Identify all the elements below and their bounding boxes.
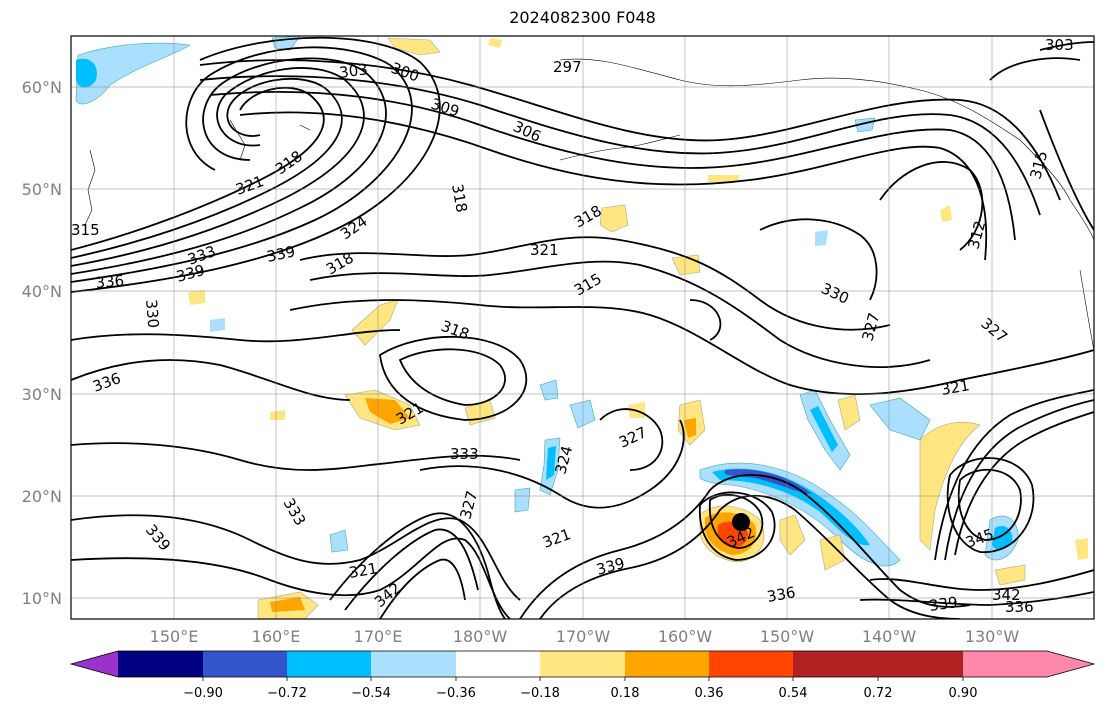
latitude-axis: 60°N 50°N 40°N 30°N 20°N 10°N (22, 78, 62, 608)
lat-tick-label: 30°N (22, 385, 62, 404)
lon-tick-label: 180°W (453, 627, 508, 646)
colorbar-label: 0.36 (695, 686, 724, 701)
lon-tick-label: 150°W (760, 627, 815, 646)
colorbar-segment (287, 651, 371, 677)
map-frame (70, 35, 1095, 620)
lon-tick-label: 170°E (354, 627, 403, 646)
contour-label: 339 (928, 593, 959, 615)
contour-label: 330 (142, 299, 162, 329)
colorbar-segment (709, 651, 793, 677)
colorbar: −0.90 −0.72 −0.54 −0.36 −0.18 0.18 0.36 … (69, 650, 1096, 701)
colorbar-segment (203, 651, 287, 677)
contour-label: 342 (992, 586, 1021, 604)
colorbar-segment (963, 651, 1047, 677)
contour-label: 303 (338, 60, 369, 82)
lat-tick-label: 40°N (22, 282, 62, 301)
graticule (71, 36, 1094, 619)
colorbar-label: 0.72 (864, 686, 893, 701)
colorbar-label: −0.54 (351, 686, 391, 701)
colorbar-label: −0.36 (436, 686, 476, 701)
contour-label: 318 (448, 183, 471, 214)
contour-label: 315 (71, 221, 100, 239)
colorbar-segment (456, 651, 540, 677)
lat-tick-label: 50°N (22, 180, 62, 199)
colorbar-label: −0.90 (183, 686, 223, 701)
lat-tick-label: 10°N (22, 589, 62, 608)
lat-tick-label: 20°N (22, 487, 62, 506)
colorbar-min-extension (71, 651, 118, 677)
storm-center-marker (732, 513, 750, 531)
contour-label: 336 (766, 583, 797, 606)
colorbar-label: 0.54 (779, 686, 808, 701)
contour-label: 303 (1045, 36, 1074, 54)
lon-tick-label: 160°E (252, 627, 301, 646)
contour-label: 333 (450, 445, 479, 463)
lat-tick-label: 60°N (22, 78, 62, 97)
contour-label: 339 (265, 242, 297, 266)
colorbar-label: 0.18 (611, 686, 640, 701)
colorbar-segment (793, 651, 878, 677)
colorbar-max-extension (1047, 651, 1094, 677)
longitude-axis: 150°E 160°E 170°E 180°W 170°W 160°W 150°… (150, 627, 1020, 646)
lon-tick-label: 160°W (658, 627, 713, 646)
colorbar-label: 0.90 (949, 686, 978, 701)
contour-label: 321 (530, 241, 559, 259)
colorbar-label: −0.18 (520, 686, 560, 701)
colorbar-segment (118, 651, 203, 677)
colorbar-segment (878, 651, 963, 677)
colorbar-segment (625, 651, 709, 677)
colorbar-label: −0.72 (267, 686, 307, 701)
lon-tick-label: 150°E (150, 627, 199, 646)
map-title: 2024082300 F048 (509, 8, 656, 27)
contour-label: 297 (553, 58, 582, 76)
lon-tick-label: 130°W (965, 627, 1020, 646)
lon-tick-label: 140°W (862, 627, 917, 646)
contour-label: 321 (940, 376, 971, 399)
lon-tick-label: 170°W (556, 627, 611, 646)
colorbar-segment (540, 651, 625, 677)
contour-label: 336 (95, 272, 125, 292)
contour-label: 321 (348, 559, 379, 582)
colorbar-segment (371, 651, 456, 677)
contour-label: 336 (1005, 598, 1034, 616)
